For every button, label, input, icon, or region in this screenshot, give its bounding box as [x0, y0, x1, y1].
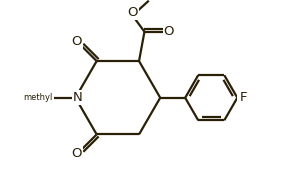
Text: O: O [164, 25, 174, 38]
Text: N: N [72, 91, 82, 104]
Text: O: O [71, 35, 82, 48]
Text: O: O [128, 6, 138, 19]
Text: O: O [71, 147, 82, 160]
Text: methyl: methyl [23, 93, 53, 102]
Text: F: F [240, 91, 248, 104]
